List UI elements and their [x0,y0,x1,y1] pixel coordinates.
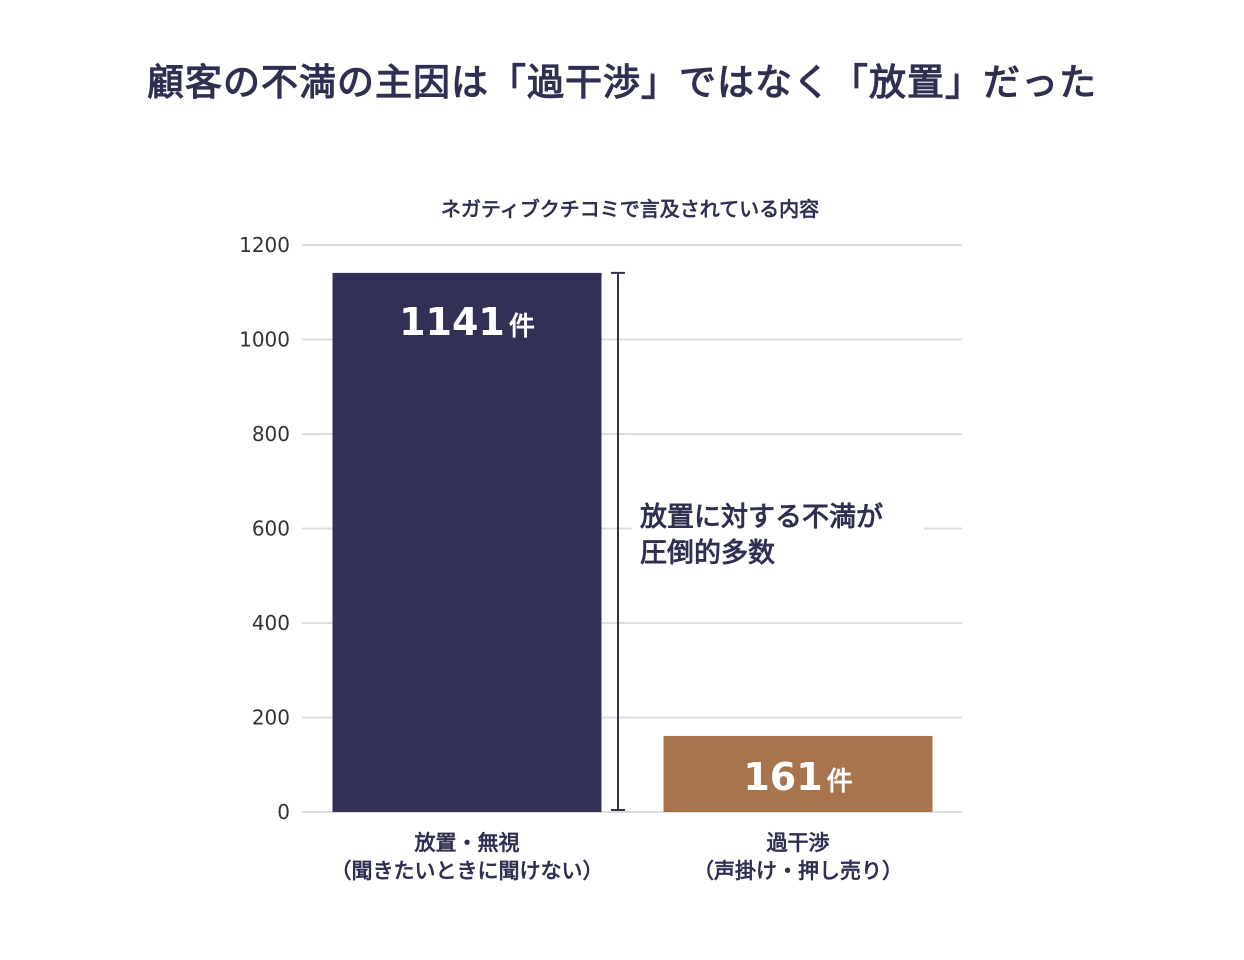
bar-value-number-2: 161 [743,755,822,799]
bar-2 [663,735,933,812]
category-sublabel-2: （声掛け・押し売り） [693,859,903,883]
bar-value-number-1: 1141 [399,300,505,344]
y-tick-label-0: 0 [277,800,290,824]
y-tick-label-200: 200 [252,706,290,730]
page-title: 顧客の不満の主因は「過干渉」ではなく「放置」だった [147,61,1097,104]
bars [332,272,933,812]
bar-value-label-1: 1141 件 [399,300,535,344]
category-label-2: 過干渉 [767,831,830,855]
y-tick-label-800: 800 [252,422,290,446]
annotation-background [632,492,924,572]
y-tick-label-400: 400 [252,611,290,635]
category-sublabel-1: （聞きたいときに聞けない） [331,859,604,883]
annotation-line-2: 圧倒的多数 [640,537,776,569]
category-labels: 放置・無視 （聞きたいときに聞けない） 過干渉 （声掛け・押し売り） [331,831,904,883]
y-tick-label-600: 600 [252,517,290,541]
bar-value-label-2: 161 件 [743,755,852,799]
difference-bracket [611,271,625,811]
y-tick-label-1000: 1000 [239,328,290,352]
category-label-1: 放置・無視 [414,831,520,855]
chart-subtitle: ネガティブクチコミで言及されている内容 [441,197,819,221]
bar-value-unit-1: 件 [509,312,535,342]
y-tick-label-1200: 1200 [239,233,290,257]
annotation-line-1: 放置に対する不満が [639,501,883,533]
bar-1 [332,272,602,812]
bar-value-unit-2: 件 [827,767,853,797]
y-axis-ticks: 0 200 400 600 800 1000 1200 [239,233,290,824]
